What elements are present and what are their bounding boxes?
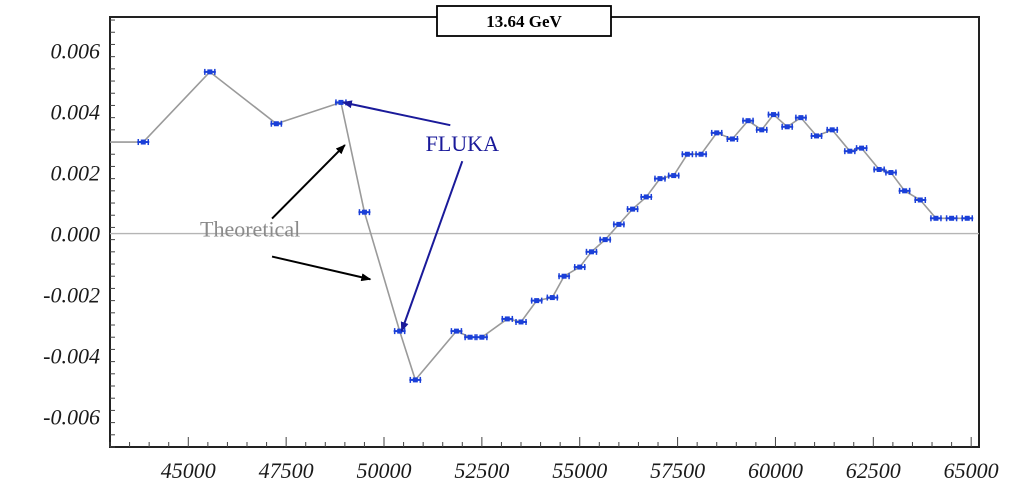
fluka-point [767, 111, 780, 118]
fluka-point [898, 187, 911, 194]
fluka-point [203, 68, 216, 75]
theoretical-arrow [271, 144, 346, 220]
x-tick-label: 57500 [650, 458, 705, 483]
fluka-point [884, 169, 897, 176]
fluka-point [855, 145, 868, 152]
fluka-point [667, 172, 680, 179]
fluka-point [558, 273, 571, 280]
x-tick-label: 50000 [357, 458, 412, 483]
fluka-point [653, 175, 666, 182]
y-tick-label: 0.002 [51, 161, 101, 186]
fluka-point [612, 221, 625, 228]
fluka-annotation-label: FLUKA [426, 131, 499, 156]
fluka-point [137, 139, 150, 146]
x-tick-label: 60000 [748, 458, 803, 483]
fluka-point [945, 215, 958, 222]
fluka-point [573, 264, 586, 271]
fluka-point [755, 126, 768, 133]
y-tick-label: -0.004 [43, 344, 100, 369]
fluka-point [515, 318, 528, 325]
y-tick-label: 0.006 [51, 39, 101, 64]
chart-title: 13.64 GeV [486, 12, 562, 31]
fluka-point [358, 209, 371, 216]
fluka-point [530, 297, 543, 304]
fluka-point [270, 120, 283, 127]
y-tick-label: 0.004 [51, 100, 101, 125]
fluka-point [599, 236, 612, 243]
x-tick-label: 47500 [259, 458, 314, 483]
x-axis: 45000 47500 50000 52500 55000 57500 60000 62500… [109, 437, 999, 483]
fluka-point [626, 206, 639, 213]
y-tick-label: 0.000 [51, 222, 101, 247]
y-tick-label: -0.006 [43, 405, 100, 430]
fluka-point [794, 114, 807, 121]
fluka-point [475, 334, 488, 341]
fluka-point [640, 193, 653, 200]
fluka-point [826, 126, 839, 133]
theoretical-arrow [271, 255, 372, 282]
fluka-point [409, 376, 422, 383]
fluka-point [810, 132, 823, 139]
fluka-arrow [400, 160, 464, 333]
fluka-point [546, 294, 559, 301]
fluka-point [681, 151, 694, 158]
fluka-point [585, 248, 598, 255]
x-tick-label: 52500 [454, 458, 509, 483]
y-axis: -0.006 -0.004 -0.002 0.000 0.002 0.004 0.006 [43, 19, 115, 448]
fluka-point [726, 135, 739, 142]
fluka-point [914, 196, 927, 203]
fluka-point [843, 148, 856, 155]
fluka-point [929, 215, 942, 222]
fluka-point [501, 315, 514, 322]
fluka-point [742, 117, 755, 124]
annotations: FLUKA Theoretical [200, 100, 499, 333]
x-tick-label: 45000 [161, 458, 216, 483]
y-tick-label: -0.002 [43, 283, 100, 308]
chart-title-box: 13.64 GeV [436, 5, 612, 37]
fluka-point [710, 129, 723, 136]
fluka-point [695, 151, 708, 158]
theoretical-annotation-label: Theoretical [200, 217, 300, 242]
fluka-series [137, 68, 974, 383]
x-tick-label: 65000 [944, 458, 999, 483]
fluka-point [464, 334, 477, 341]
x-tick-label: 55000 [552, 458, 607, 483]
plot-area [109, 16, 980, 448]
fluka-point [781, 123, 794, 130]
fluka-point [961, 215, 974, 222]
fluka-arrow [341, 100, 451, 127]
fluka-point [450, 328, 463, 335]
fluka-point [873, 166, 886, 173]
x-tick-label: 62500 [846, 458, 901, 483]
